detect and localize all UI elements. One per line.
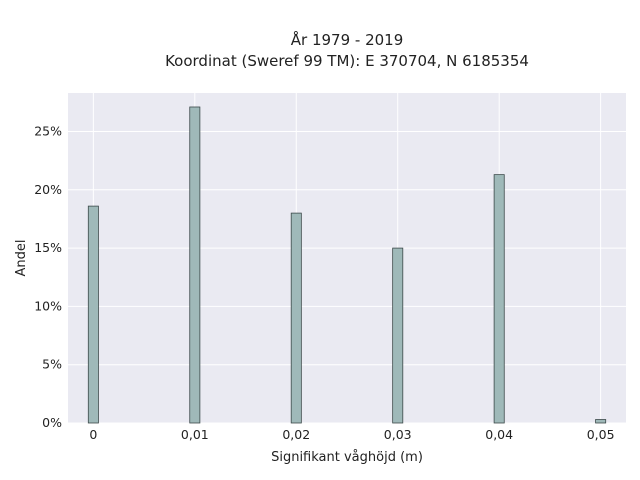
bar-5 <box>595 419 607 424</box>
plot-area <box>68 93 626 423</box>
y-tick-label: 10% <box>34 298 62 313</box>
y-axis-label: Andel <box>14 240 29 277</box>
bar-1 <box>189 106 201 424</box>
y-tick-label: 0% <box>42 415 62 430</box>
y-tick-labels: 0% 5% 10% 15% 20% 25% <box>34 123 62 430</box>
x-tick-label: 0 <box>89 427 97 442</box>
bar-2 <box>290 212 302 424</box>
x-tick-label: 0,05 <box>587 427 615 442</box>
bar-3 <box>392 247 404 424</box>
y-tick-label: 25% <box>34 123 62 138</box>
bars <box>87 106 607 424</box>
bar-4 <box>493 174 505 424</box>
y-tick-label: 15% <box>34 240 62 255</box>
x-axis-label: Signifikant våghöjd (m) <box>271 450 423 465</box>
chart-title-line-2: Koordinat (Sweref 99 TM): E 370704, N 61… <box>165 52 529 70</box>
x-tick-label: 0,01 <box>181 427 209 442</box>
x-tick-labels: 0 0,01 0,02 0,03 0,04 0,05 <box>89 427 614 442</box>
y-tick-label: 5% <box>42 357 62 372</box>
y-tick-label: 20% <box>34 182 62 197</box>
x-tick-label: 0,04 <box>485 427 513 442</box>
chart-title-line-1: År 1979 - 2019 <box>291 30 404 49</box>
x-tick-label: 0,03 <box>384 427 412 442</box>
bar-0 <box>87 205 99 424</box>
x-tick-label: 0,02 <box>282 427 310 442</box>
